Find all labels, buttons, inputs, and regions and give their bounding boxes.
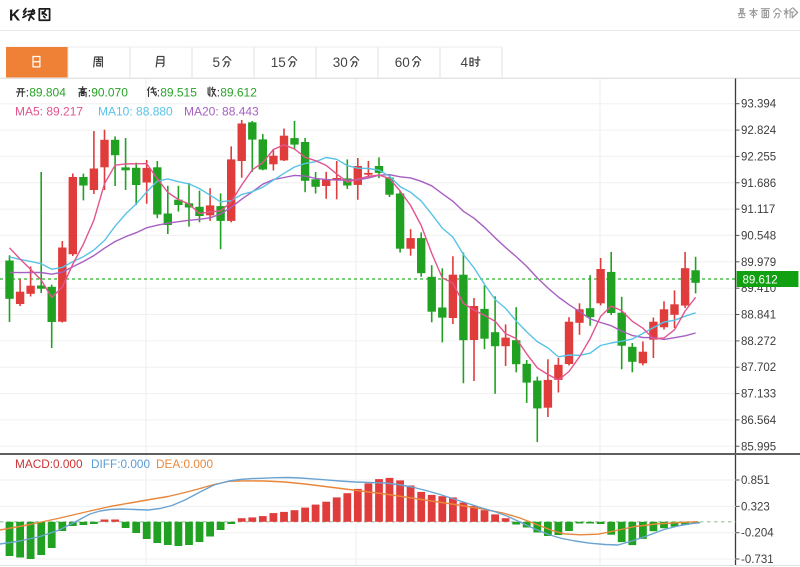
svg-text:MA20: 88.443: MA20: 88.443 — [184, 105, 259, 119]
svg-text:89.515: 89.515 — [160, 86, 197, 100]
svg-text:MA10: 88.880: MA10: 88.880 — [98, 105, 173, 119]
svg-text:15: 15 — [271, 55, 286, 70]
svg-text:85.995: 85.995 — [741, 441, 776, 453]
svg-text:92.255: 92.255 — [741, 151, 776, 163]
svg-text:4: 4 — [461, 55, 469, 70]
svg-text::: : — [88, 86, 91, 100]
svg-text:DEA:0.000: DEA:0.000 — [156, 457, 213, 471]
svg-text:90.070: 90.070 — [91, 86, 128, 100]
svg-text:89.612: 89.612 — [220, 86, 257, 100]
svg-text:88.841: 88.841 — [741, 310, 776, 322]
svg-text::: : — [157, 86, 160, 100]
svg-text::: : — [217, 86, 220, 100]
svg-text:93.394: 93.394 — [741, 99, 777, 111]
svg-text:60: 60 — [395, 55, 410, 70]
svg-text:MA5: 89.217: MA5: 89.217 — [15, 105, 83, 119]
svg-text:86.564: 86.564 — [741, 415, 777, 427]
svg-text:89.804: 89.804 — [29, 86, 66, 100]
svg-text:-0.204: -0.204 — [741, 528, 774, 540]
svg-text:-0.731: -0.731 — [741, 554, 774, 566]
svg-text:0.323: 0.323 — [741, 501, 770, 513]
svg-text:5: 5 — [213, 55, 221, 70]
svg-text:89.612: 89.612 — [743, 274, 778, 286]
svg-text:K: K — [9, 8, 21, 25]
svg-text:0.851: 0.851 — [741, 475, 770, 487]
svg-text:87.133: 87.133 — [741, 389, 776, 401]
svg-text:91.686: 91.686 — [741, 178, 776, 190]
svg-text:91.117: 91.117 — [741, 204, 775, 216]
svg-text:89.979: 89.979 — [741, 257, 776, 269]
svg-text:30: 30 — [333, 55, 348, 70]
svg-text:88.272: 88.272 — [741, 336, 776, 348]
svg-text:MACD:0.000: MACD:0.000 — [15, 457, 83, 471]
svg-text:DIFF:0.000: DIFF:0.000 — [91, 457, 150, 471]
svg-text:87.702: 87.702 — [741, 362, 776, 374]
svg-text::: : — [26, 86, 29, 100]
svg-text:90.548: 90.548 — [741, 230, 776, 242]
svg-text:92.824: 92.824 — [741, 125, 777, 137]
